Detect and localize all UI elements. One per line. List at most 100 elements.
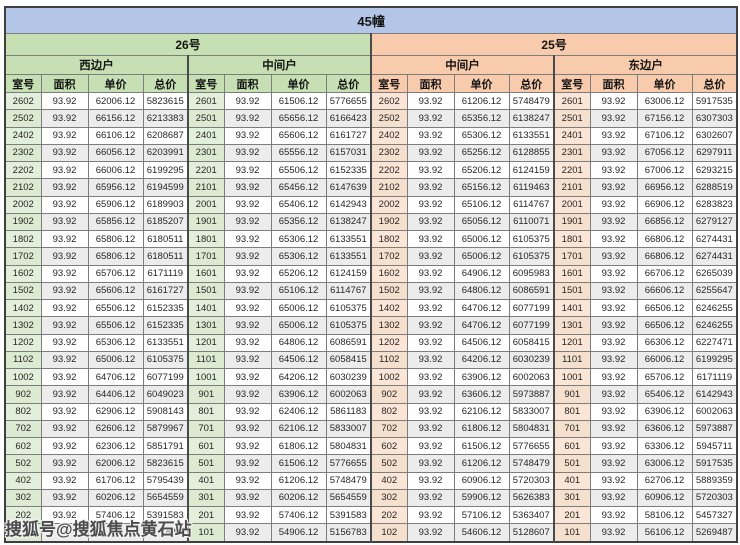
cell-room: 702 xyxy=(370,419,408,439)
cell-room: 202 xyxy=(4,505,42,525)
cell-total-price: 5908143 xyxy=(142,402,189,421)
cell-area: 93.92 xyxy=(223,505,272,525)
cell-area: 93.92 xyxy=(589,488,638,508)
cell-unit-price: 65206.12 xyxy=(453,160,510,180)
cell-total-price: 6171119 xyxy=(142,264,189,283)
cell-room: 1502 xyxy=(4,281,42,301)
cell-unit-price: 62106.12 xyxy=(453,402,510,421)
cell-unit-price xyxy=(87,523,144,543)
cell-room: 1001 xyxy=(553,367,591,387)
cell-area: 93.92 xyxy=(40,316,89,335)
cell-room: 1401 xyxy=(187,298,225,318)
cell-area: 93.92 xyxy=(40,402,89,421)
cell-unit-price: 66056.12 xyxy=(87,143,144,163)
cell-total-price: 6283823 xyxy=(691,195,738,214)
cell-area: 93.92 xyxy=(406,333,455,352)
cell-area: 93.92 xyxy=(40,229,89,249)
cell-total-price: 6185207 xyxy=(142,212,189,232)
cell-area: 93.92 xyxy=(223,350,272,370)
cell-total-price: 6274431 xyxy=(691,247,738,266)
cell-area: 93.92 xyxy=(40,178,89,197)
cell-room: 901 xyxy=(187,385,225,404)
cell-total-price: 6213383 xyxy=(142,109,189,128)
cell-unit-price: 65306.12 xyxy=(270,229,327,249)
cell-total-price: 5748479 xyxy=(325,471,372,490)
cell-room: 2102 xyxy=(370,178,408,197)
cell-unit-price: 65356.12 xyxy=(453,109,510,128)
cell-area: 93.92 xyxy=(406,212,455,232)
cell-room: 2302 xyxy=(4,143,42,163)
cell-unit-price: 65506.12 xyxy=(87,316,144,335)
cell-area: 93.92 xyxy=(40,471,89,490)
cell-total-price: 6030239 xyxy=(508,350,555,370)
cell-area: 93.92 xyxy=(223,454,272,473)
cell-area: 93.92 xyxy=(223,385,272,404)
cell-total-price: 6255647 xyxy=(691,281,738,301)
cell-area: 93.92 xyxy=(589,402,638,421)
cell-area: 93.92 xyxy=(589,436,638,456)
cell-area: 93.92 xyxy=(406,143,455,163)
cell-total-price: 6077199 xyxy=(142,367,189,387)
cell-area: 93.92 xyxy=(223,91,272,111)
cell-unit-price: 62706.12 xyxy=(636,471,693,490)
cell-unit-price: 65506.12 xyxy=(87,298,144,318)
cell-room: 901 xyxy=(553,385,591,404)
cell-total-price: 6138247 xyxy=(508,109,555,128)
cell-room: 801 xyxy=(553,402,591,421)
cell-unit-price: 61706.12 xyxy=(87,471,144,490)
cell-area: 93.92 xyxy=(589,247,638,266)
cell-area: 93.92 xyxy=(223,109,272,128)
cell-area: 93.92 xyxy=(223,229,272,249)
cell-room: 602 xyxy=(4,436,42,456)
cell-total-price: 5833007 xyxy=(508,402,555,421)
cell-unit-price: 65906.12 xyxy=(87,195,144,214)
cell-area: 93.92 xyxy=(406,454,455,473)
cell-room: 601 xyxy=(553,436,591,456)
cell-total-price: 5945711 xyxy=(691,436,738,456)
cell-unit-price: 65106.12 xyxy=(453,195,510,214)
cell-room: 1602 xyxy=(370,264,408,283)
cell-room: 2402 xyxy=(4,126,42,145)
cell-area: 93.92 xyxy=(40,281,89,301)
cell-total-price: 5626383 xyxy=(508,488,555,508)
cell-room: 401 xyxy=(187,471,225,490)
cell-total-price: 5823615 xyxy=(142,91,189,111)
cell-area: 93.92 xyxy=(223,436,272,456)
cell-area: 93.92 xyxy=(40,143,89,163)
cell-unit-price: 65006.12 xyxy=(453,247,510,266)
cell-unit-price: 64906.12 xyxy=(453,264,510,283)
cell-room: 902 xyxy=(4,385,42,404)
cell-total-price: 6030239 xyxy=(325,367,372,387)
cell-total-price: 5861183 xyxy=(325,402,372,421)
cell-total-price: 6189903 xyxy=(142,195,189,214)
cell-room: 1002 xyxy=(370,367,408,387)
cell-area: 93.92 xyxy=(406,264,455,283)
cell-total-price: 5748479 xyxy=(508,454,555,473)
cell-total-price: 5720303 xyxy=(508,471,555,490)
cell-total-price: 5654559 xyxy=(325,488,372,508)
cell-area: 93.92 xyxy=(40,195,89,214)
cell-area: 93.92 xyxy=(223,402,272,421)
cell-area: 93.92 xyxy=(589,143,638,163)
cell-total-price: 5363407 xyxy=(508,505,555,525)
section-header-25: 25号 xyxy=(369,33,738,56)
cell-room: 1601 xyxy=(553,264,591,283)
cell-room: 402 xyxy=(4,471,42,490)
cell-room: 301 xyxy=(553,488,591,508)
cell-total-price: 5128607 xyxy=(508,523,555,543)
cell-unit-price: 65706.12 xyxy=(636,367,693,387)
cell-area: 93.92 xyxy=(406,471,455,490)
cell-area: 93.92 xyxy=(223,212,272,232)
cell-area: 93.92 xyxy=(40,350,89,370)
cell-unit-price: 66906.12 xyxy=(636,195,693,214)
cell-unit-price: 65056.12 xyxy=(453,212,510,232)
cell-room: 602 xyxy=(370,436,408,456)
cell-area: 93.92 xyxy=(40,436,89,456)
cell-area: 93.92 xyxy=(406,488,455,508)
building-title: 45幢 xyxy=(4,6,738,34)
cell-total-price: 5823615 xyxy=(142,454,189,473)
cell-room: 1802 xyxy=(4,229,42,249)
cell-area: 93.92 xyxy=(406,160,455,180)
cell-unit-price: 65006.12 xyxy=(453,229,510,249)
